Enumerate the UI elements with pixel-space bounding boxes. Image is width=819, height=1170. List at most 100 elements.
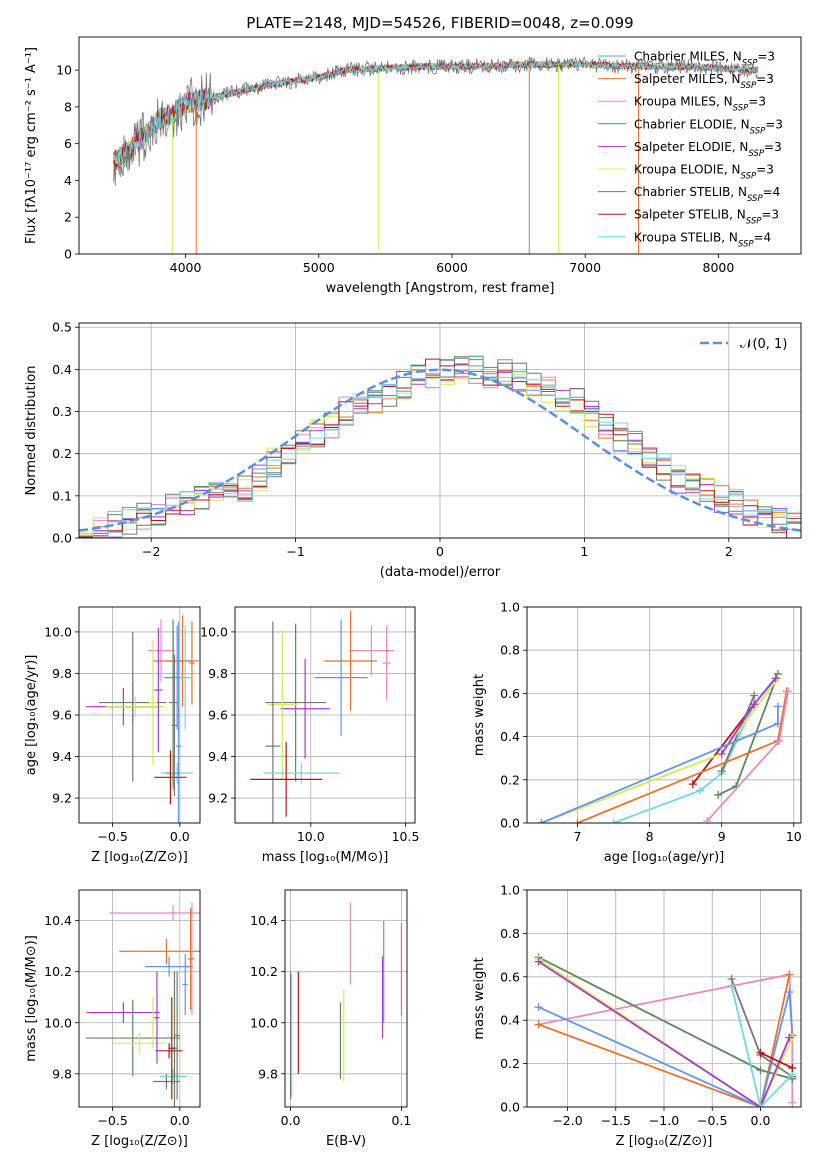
y-axis-label: Normed distribution [24, 366, 39, 496]
axes-frame [78, 322, 802, 539]
y-tick-label: 0.0 [500, 1100, 520, 1115]
y-tick-label: 10 [56, 63, 72, 78]
y-tick-label: 10.0 [200, 624, 228, 639]
x-tick-label: 8 [646, 829, 654, 844]
weight-marker [688, 780, 697, 789]
y-tick-label: 0.0 [500, 816, 520, 831]
y-axis-label: mass [log₁₀(M/M⊙)] [24, 935, 39, 1062]
weight-marker [727, 981, 736, 990]
gaussian-curve [79, 368, 801, 532]
y-tick-label: 0.3 [52, 404, 72, 419]
x-tick-label: 0.0 [170, 829, 190, 844]
y-tick-label: 9.6 [208, 708, 228, 723]
x-tick-label: −1 [286, 544, 304, 559]
weight-marker [750, 700, 759, 709]
weight-marker [573, 819, 582, 823]
weight-marker [609, 819, 618, 823]
x-tick-label: −1.0 [649, 1113, 679, 1128]
plot-area [289, 902, 403, 1100]
panel-mass_weight_vs_Z: −2.0 −1.5 −1.0 −0.5 0.0 0.0 0.2 0.4 0.6 0.8 1.0 Z [… [472, 883, 802, 1149]
x-tick-label: 10.0 [297, 829, 325, 844]
x-tick-label: 8000 [703, 260, 735, 275]
axes-frame [234, 606, 416, 824]
y-tick-label: 1.0 [500, 883, 520, 898]
x-tick-label: 1 [580, 544, 588, 559]
axes-frame [78, 606, 201, 824]
y-tick-label: 9.8 [258, 1066, 278, 1081]
y-tick-label: 8 [64, 99, 72, 114]
weight-marker [756, 1066, 765, 1075]
x-tick-label: −0.5 [97, 1113, 127, 1128]
x-tick-label: −2 [142, 544, 160, 559]
x-tick-label: 0.1 [392, 1113, 412, 1128]
weight-line-7 [730, 985, 793, 1107]
y-tick-label: 0.2 [500, 1056, 520, 1071]
weight-marker [785, 970, 794, 979]
y-tick-label: 9.2 [208, 791, 228, 806]
x-tick-label: −0.5 [97, 829, 127, 844]
panel-mass_weight_vs_age: 7 8 9 10 0.0 0.2 0.4 0.6 0.8 1.0 age [log₁₀(age/yr… [472, 600, 802, 866]
y-tick-label: 0.4 [52, 362, 72, 377]
histogram-7 [79, 356, 801, 538]
x-axis-label: E(B-V) [326, 1134, 366, 1149]
y-tick-label: 0.2 [500, 772, 520, 787]
weight-marker [784, 687, 793, 696]
y-tick-label: 0.6 [500, 686, 520, 701]
x-tick-label: 9 [718, 829, 726, 844]
axes-frame [78, 36, 802, 255]
panel-mass_vs_EBV: 0.0 0.1 9.8 10.0 10.2 10.4 E(B-V) [250, 889, 412, 1149]
weight-marker [775, 736, 784, 745]
y-tick-label: 0.1 [52, 488, 72, 503]
y-tick-label: 10.4 [250, 913, 278, 928]
weight-line-2 [538, 991, 794, 1107]
y-tick-label: 2 [64, 210, 72, 225]
x-tick-label: 0 [436, 544, 444, 559]
weight-marker [756, 1048, 765, 1057]
x-tick-label: −0.5 [697, 1113, 727, 1128]
weight-line-8 [760, 1051, 793, 1069]
spectrum-line-8 [113, 60, 759, 167]
legend-label: 𝒩(0, 1) [740, 337, 787, 352]
panel-mass_vs_Z: −0.5 0.0 9.8 10.0 10.2 10.4 Z [log₁₀(Z/Z⊙)] mas… [24, 889, 201, 1149]
panel-age_vs_Z: −0.5 0.0 9.2 9.4 9.6 9.8 10.0 Z [log₁₀(Z/Z⊙)] ag… [24, 606, 201, 865]
figure-title: PLATE=2148, MJD=54526, FIBERID=0048, z=0… [246, 14, 633, 32]
x-tick-label: 2 [725, 544, 733, 559]
axes-frame [526, 889, 802, 1108]
weight-marker [534, 957, 543, 966]
y-tick-label: 9.8 [208, 666, 228, 681]
histogram-8 [79, 356, 801, 538]
y-tick-label: 10.2 [250, 964, 278, 979]
plot-area [85, 615, 199, 823]
x-tick-label: 6000 [436, 260, 468, 275]
y-tick-label: 10.4 [44, 913, 72, 928]
weight-marker [714, 790, 723, 799]
y-tick-label: 9.4 [208, 749, 228, 764]
panel-age_vs_mass: 10.0 10.5 9.2 9.4 9.6 9.8 10.0 mass [log₁₀(M/M⊙… [200, 606, 419, 865]
panel-residuals: −2 −1 0 1 2 0.0 0.1 0.2 0.3 0.4 0.5 (data-model)/er… [24, 320, 802, 580]
plot-area [85, 902, 200, 1107]
y-tick-label: 0.8 [500, 643, 520, 658]
weight-line-1 [538, 974, 791, 1107]
x-axis-label: mass [log₁₀(M/M⊙)] [262, 850, 389, 865]
plot-area [537, 669, 793, 823]
weight-marker [773, 702, 782, 711]
y-tick-label: 6 [64, 136, 72, 151]
weight-marker [785, 1033, 794, 1042]
weight-marker [717, 749, 726, 758]
y-tick-label: 0.4 [500, 1013, 520, 1028]
x-axis-label: wavelength [Angstrom, rest frame] [326, 281, 555, 296]
x-axis-label: (data-model)/error [380, 565, 501, 580]
y-tick-label: 0.5 [52, 320, 72, 335]
x-tick-label: −1.5 [601, 1113, 631, 1128]
spectrum-line-6 [113, 56, 759, 186]
x-axis-label: age [log₁₀(age/yr)] [604, 850, 725, 865]
y-tick-label: 0.0 [52, 531, 72, 546]
axes-frame [526, 606, 802, 824]
y-axis-label: Flux [fλ10⁻¹⁷ erg cm⁻² s⁻¹ A⁻¹] [24, 47, 39, 244]
plot-area [250, 611, 395, 823]
plot-area [113, 56, 759, 254]
